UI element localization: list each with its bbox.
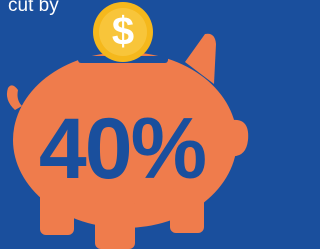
headline: 40%	[39, 101, 206, 197]
piggy-graphic: $ cut by 40%	[0, 0, 258, 249]
coin-symbol: $	[112, 10, 134, 54]
caption: cut by	[8, 0, 59, 16]
page: $ cut by 40% (() => { const data = JSON.…	[0, 0, 258, 249]
